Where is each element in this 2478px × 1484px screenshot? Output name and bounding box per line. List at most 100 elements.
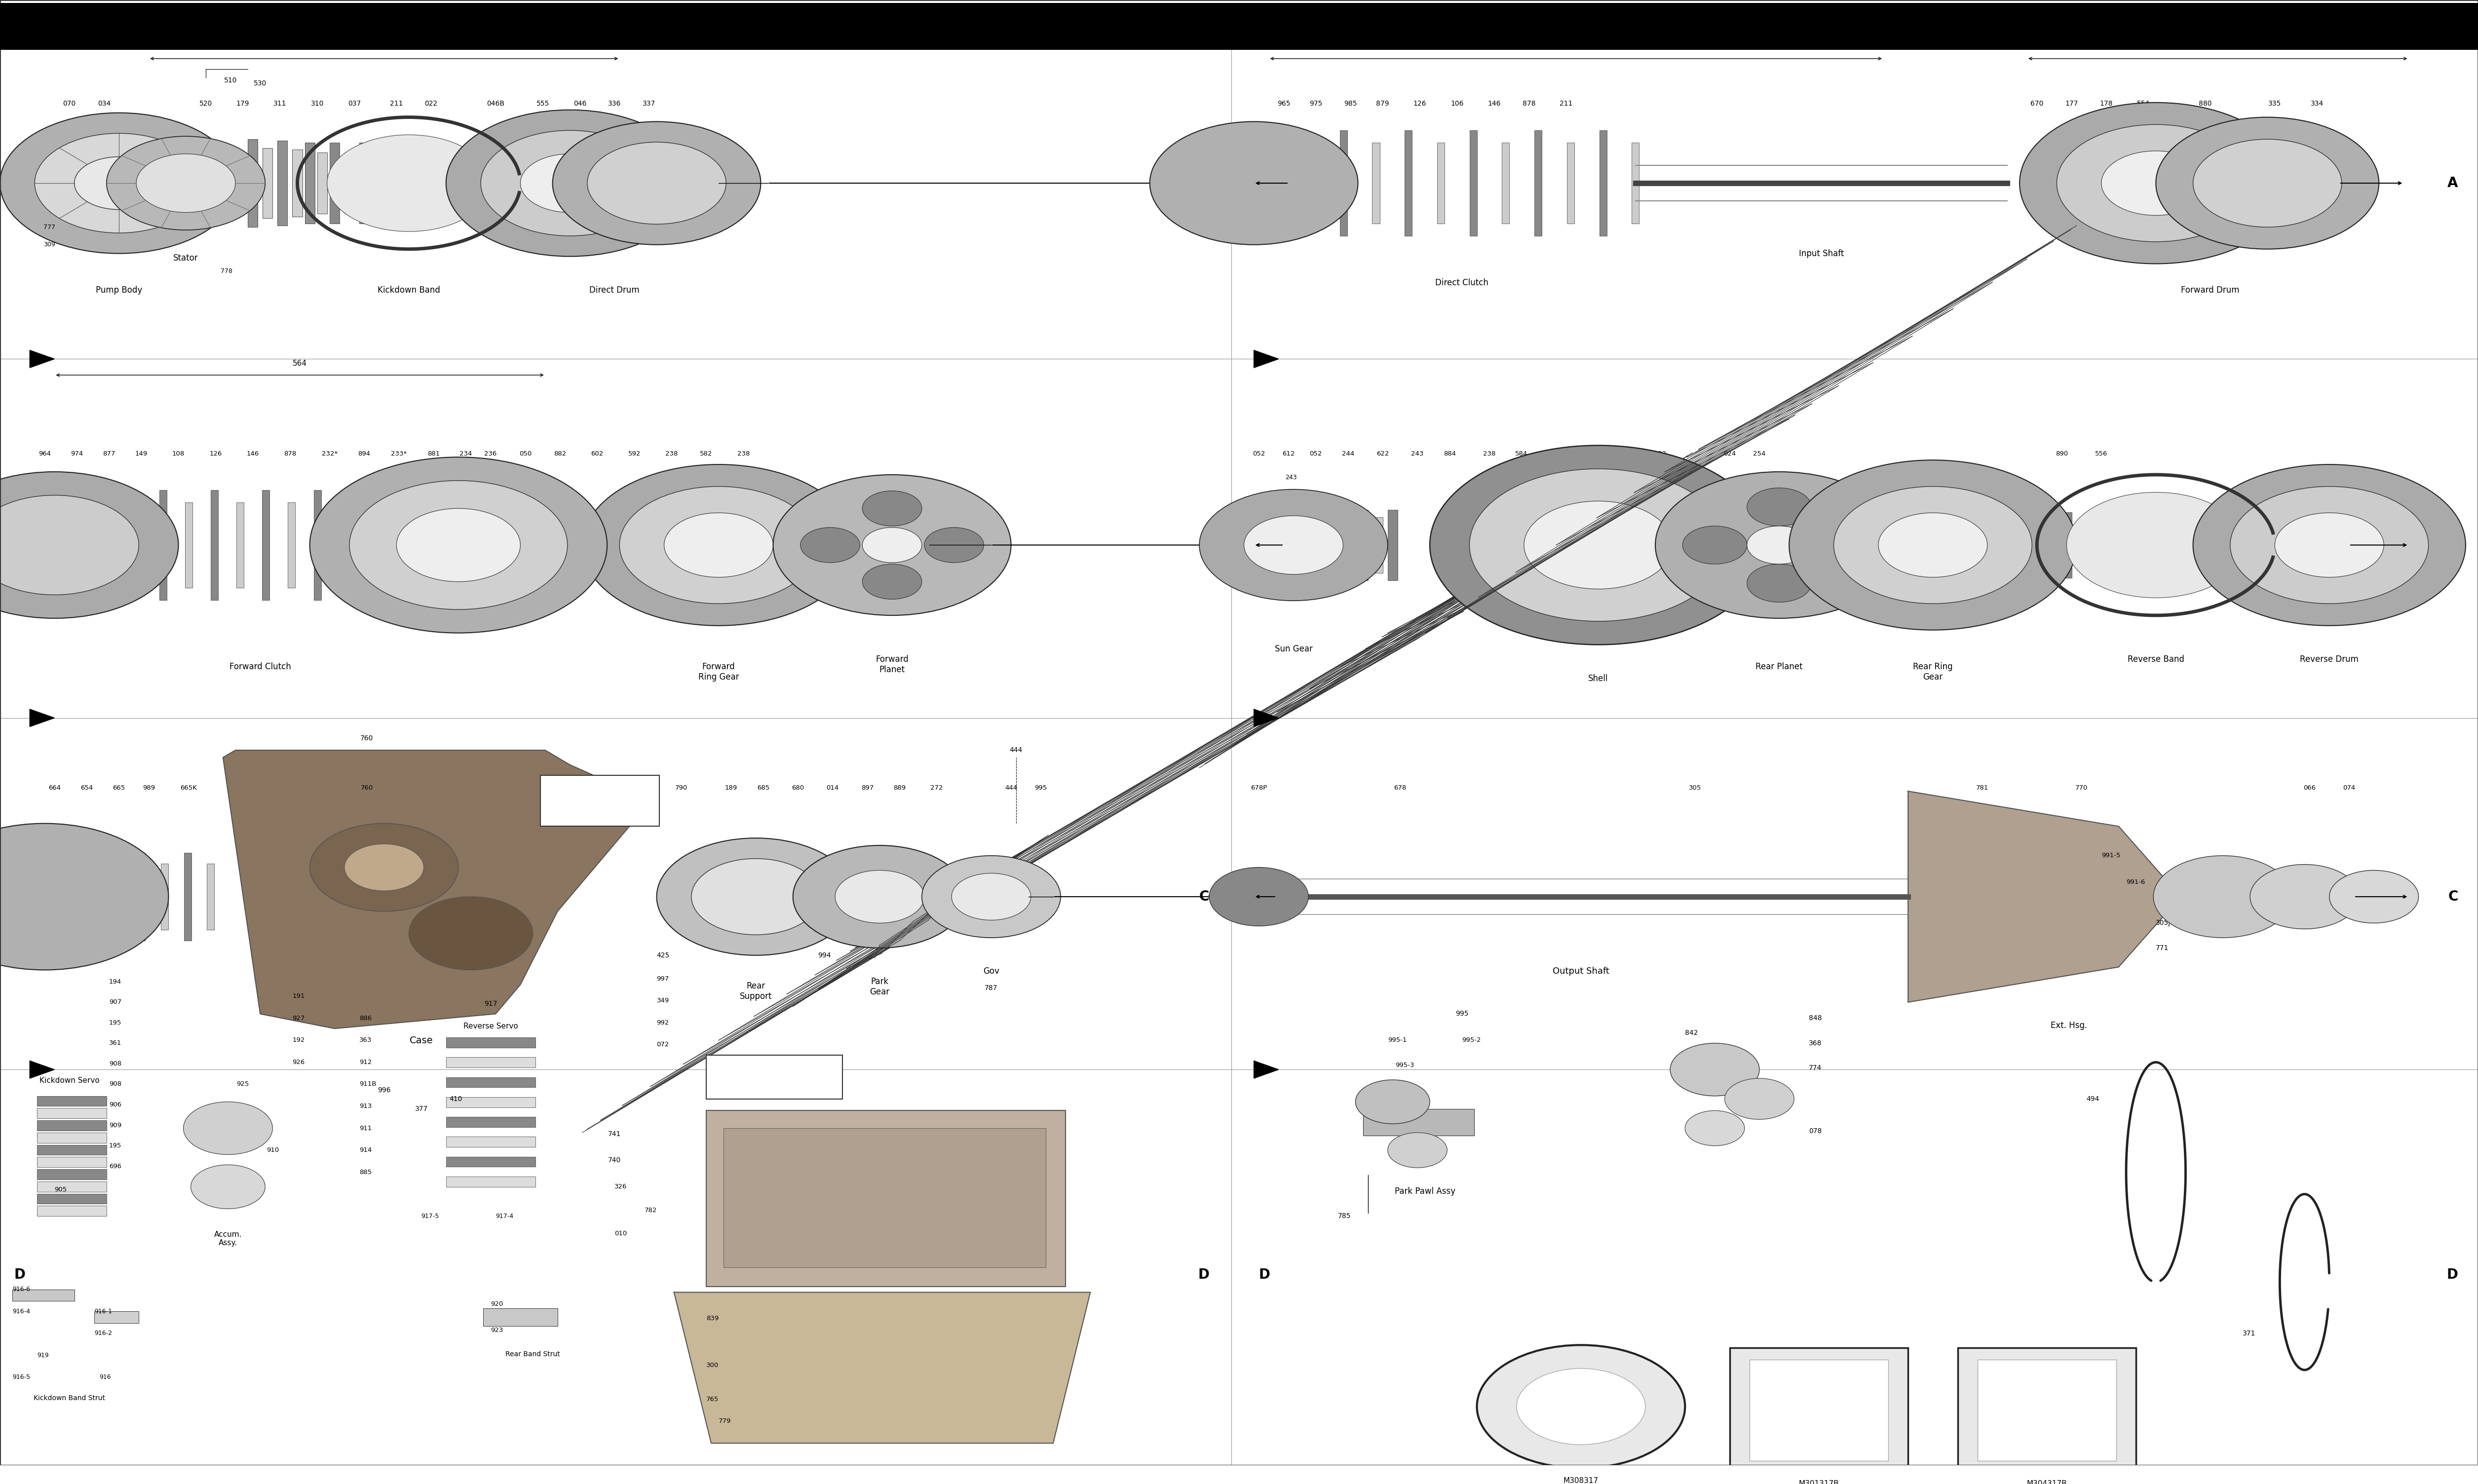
Text: 878: 878 [282, 451, 297, 457]
Text: B: B [1259, 536, 1269, 549]
Text: 770: 770 [2074, 785, 2089, 791]
Bar [540, 775, 659, 827]
Circle shape [0, 472, 178, 619]
Bar [37, 1120, 107, 1131]
Circle shape [620, 487, 818, 604]
Circle shape [1811, 525, 1876, 564]
Text: 916-5: 916-5 [12, 1374, 30, 1380]
Circle shape [35, 134, 203, 233]
Text: 177: 177 [2064, 99, 2079, 107]
Text: 995-1: 995-1 [1388, 1037, 1408, 1043]
Circle shape [2250, 865, 2359, 929]
Text: 179: 179 [235, 99, 250, 107]
Text: B: B [1199, 536, 1209, 549]
Text: 885: 885 [359, 1169, 372, 1175]
Text: 889: 889 [892, 785, 907, 791]
Text: 052: 052 [1308, 451, 1323, 457]
Text: C: C [1199, 890, 1209, 904]
Text: RWD 3 Speed: RWD 3 Speed [719, 21, 803, 31]
Bar [339, 503, 347, 588]
Text: D: D [2446, 1267, 2458, 1282]
Text: 906: 906 [109, 1101, 121, 1109]
Text: 765: 765 [706, 1396, 719, 1402]
Circle shape [1355, 1080, 1430, 1123]
Text: 326: 326 [615, 1184, 627, 1190]
Bar [416, 490, 424, 600]
Circle shape [793, 846, 966, 948]
Text: 916-1: 916-1 [94, 1307, 112, 1315]
Circle shape [409, 896, 533, 971]
Circle shape [1685, 1110, 1745, 1146]
Bar [94, 1312, 139, 1324]
Text: 985: 985 [1343, 99, 1358, 107]
Bar [315, 490, 322, 600]
Text: Parts: Parts [590, 815, 610, 822]
Text: 410: 410 [449, 1095, 463, 1103]
Text: 066: 066 [2302, 785, 2317, 791]
Text: 917-4: 917-4 [496, 1212, 513, 1220]
Circle shape [481, 131, 659, 236]
Text: 195: 195 [109, 1143, 121, 1149]
Bar [570, 518, 582, 573]
Text: B: B [2448, 536, 2458, 549]
Text: 238: 238 [664, 451, 679, 457]
Text: D: D [1259, 1267, 1271, 1282]
Bar [446, 1177, 535, 1187]
Text: 272: 272 [929, 785, 944, 791]
Text: 995-2: 995-2 [1462, 1037, 1482, 1043]
Text: 234: 234 [458, 451, 473, 457]
Text: 665: 665 [112, 785, 126, 791]
Circle shape [310, 457, 607, 634]
Circle shape [349, 481, 567, 610]
Circle shape [0, 113, 238, 254]
Circle shape [1878, 513, 1987, 577]
Text: Stator: Stator [173, 254, 198, 263]
Bar [1977, 1359, 2116, 1460]
Text: M304317B: M304317B [2027, 1480, 2067, 1484]
Circle shape [553, 122, 761, 245]
Bar [139, 853, 146, 941]
Circle shape [2057, 125, 2255, 242]
Bar [317, 153, 327, 214]
Text: Sun Gear: Sun Gear [1274, 644, 1313, 653]
Bar [1598, 131, 1606, 236]
Text: 975: 975 [1308, 99, 1323, 107]
Circle shape [1469, 469, 1727, 622]
Text: 920: 920 [491, 1301, 503, 1307]
Bar [555, 505, 567, 585]
Circle shape [800, 527, 860, 562]
Bar [1502, 142, 1509, 224]
Circle shape [862, 527, 922, 562]
Bar [92, 853, 99, 941]
Text: 911: 911 [359, 1125, 372, 1131]
Text: 232*: 232* [322, 451, 337, 457]
Text: 310: 310 [310, 99, 325, 107]
Bar [1373, 518, 1383, 573]
Circle shape [1244, 516, 1343, 574]
Text: 594: 594 [1583, 451, 1598, 457]
Text: 500: 500 [377, 43, 392, 50]
Text: 654: 654 [79, 785, 94, 791]
Text: 991-5: 991-5 [2101, 852, 2121, 859]
Bar [540, 515, 553, 576]
Text: 989: 989 [141, 785, 156, 791]
Circle shape [2156, 117, 2379, 249]
Circle shape [1834, 487, 2032, 604]
Text: 908: 908 [109, 1080, 121, 1088]
Text: 361: 361 [109, 1040, 121, 1046]
Text: 741: 741 [607, 1131, 622, 1138]
Text: 191: 191 [292, 993, 305, 1000]
Text: Ext. Hsg.: Ext. Hsg. [2052, 1021, 2086, 1030]
Text: Gov: Gov [984, 968, 999, 976]
Bar [446, 1156, 535, 1166]
Text: 425: 425 [657, 951, 669, 959]
Text: 880: 880 [2198, 99, 2213, 107]
Text: 995-3: 995-3 [1395, 1063, 1415, 1068]
Text: 052: 052 [1251, 451, 1266, 457]
Text: 238: 238 [1549, 451, 1564, 457]
Text: 178: 178 [2099, 99, 2114, 107]
Bar [344, 153, 354, 214]
Text: 879: 879 [1375, 99, 1390, 107]
Circle shape [835, 870, 924, 923]
Text: 371: 371 [2243, 1330, 2255, 1337]
